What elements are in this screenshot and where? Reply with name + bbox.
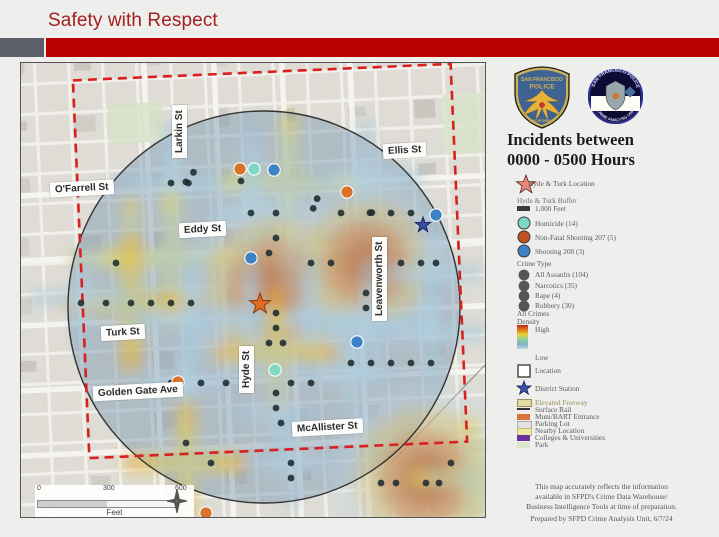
svg-text:POLICE: POLICE — [529, 84, 555, 91]
svg-text:SAN FRANCISCO: SAN FRANCISCO — [521, 77, 563, 83]
svg-text:CALIFORNIA: CALIFORNIA — [530, 118, 555, 123]
